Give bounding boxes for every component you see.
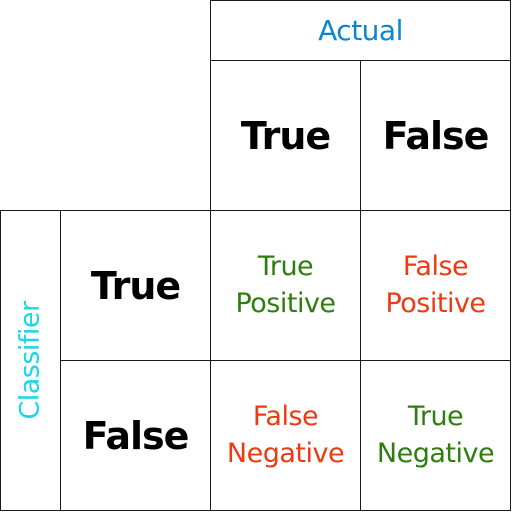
column-header-true: True bbox=[210, 60, 361, 211]
classifier-header-cell: Classifier bbox=[0, 210, 61, 511]
outcome-line2: Positive bbox=[385, 287, 486, 319]
outcome-line1: False bbox=[402, 251, 469, 283]
outcome-true-positive: True Positive bbox=[235, 249, 336, 322]
outcome-line1: True bbox=[257, 251, 314, 283]
column-header-false: False bbox=[360, 60, 511, 211]
row-label-true: True bbox=[90, 263, 181, 308]
outcome-true-negative: True Negative bbox=[376, 399, 495, 472]
classifier-header: Classifier bbox=[15, 301, 47, 420]
outcome-false-negative: False Negative bbox=[226, 399, 345, 472]
outcome-line2: Positive bbox=[235, 287, 336, 319]
cell-false-positive: False Positive bbox=[360, 210, 511, 361]
cell-false-negative: False Negative bbox=[210, 360, 361, 511]
row-label-false: False bbox=[82, 413, 190, 458]
row-header-false: False bbox=[60, 360, 211, 511]
outcome-line1: False bbox=[252, 401, 319, 433]
column-label-false: False bbox=[382, 113, 490, 158]
outcome-line2: Negative bbox=[376, 437, 495, 469]
cell-true-positive: True Positive bbox=[210, 210, 361, 361]
outcome-line2: Negative bbox=[226, 437, 345, 469]
outcome-false-positive: False Positive bbox=[385, 249, 486, 322]
column-label-true: True bbox=[240, 113, 331, 158]
actual-header: Actual bbox=[318, 14, 403, 47]
outcome-line1: True bbox=[407, 401, 464, 433]
actual-header-cell: Actual bbox=[210, 0, 511, 61]
cell-true-negative: True Negative bbox=[360, 360, 511, 511]
row-header-true: True bbox=[60, 210, 211, 361]
